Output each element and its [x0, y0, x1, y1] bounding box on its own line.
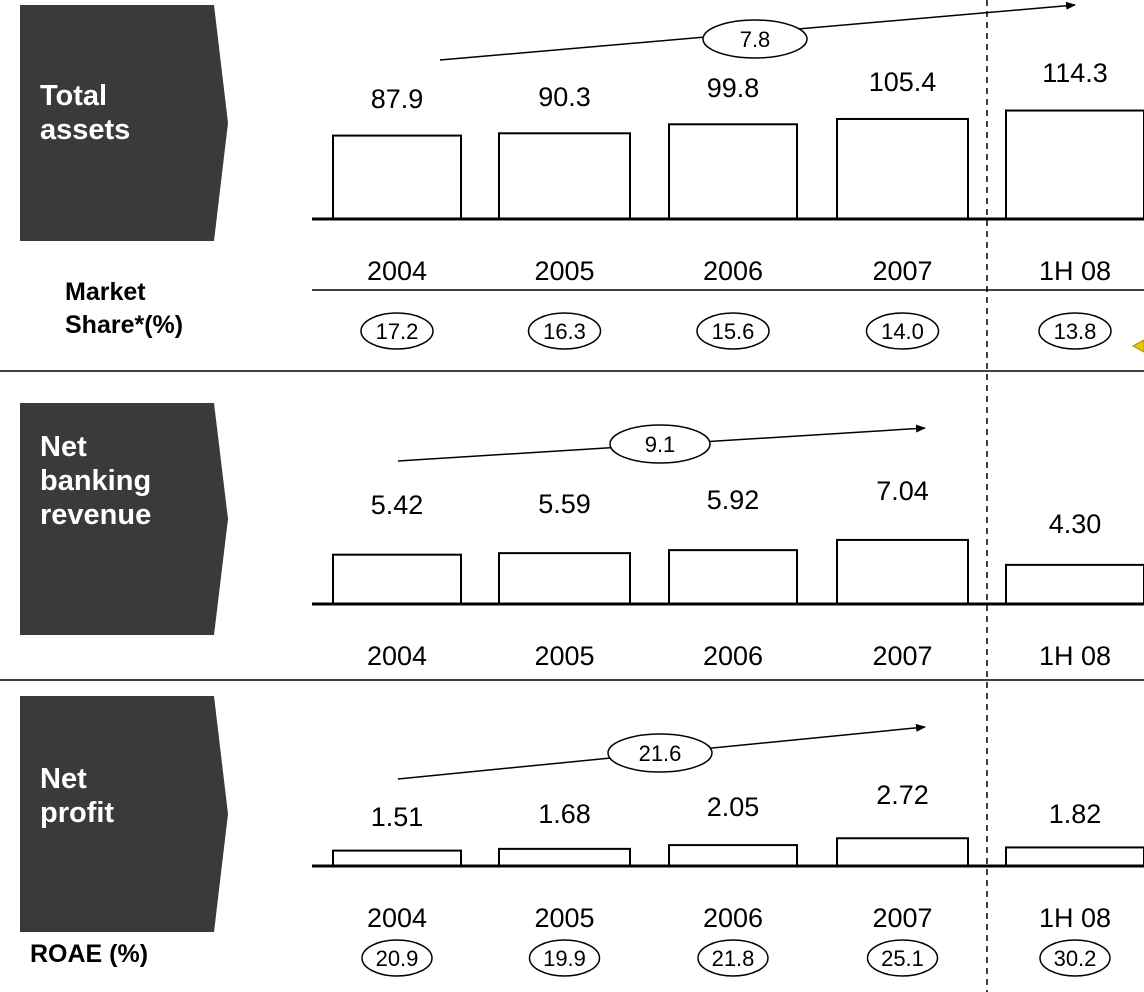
bar — [498, 132, 631, 220]
bar — [332, 849, 462, 868]
category-label: 2004 — [367, 256, 427, 286]
metric-tag — [20, 403, 228, 635]
value-label: 5.59 — [538, 489, 591, 519]
growth-ellipse — [607, 733, 713, 773]
callout-marker — [1131, 339, 1144, 353]
growth-ellipse — [609, 424, 711, 464]
category-label: 2005 — [534, 903, 594, 933]
metric-tag-label: banking — [40, 465, 151, 497]
sub-metric-ellipse — [1038, 312, 1112, 350]
value-label: 7.04 — [876, 476, 929, 506]
sub-metric-value: 16.3 — [543, 319, 586, 344]
category-label: 2006 — [703, 256, 763, 286]
sub-metric-ellipse — [865, 312, 940, 350]
sub-metric-value: 19.9 — [543, 946, 586, 971]
growth-ellipse — [702, 19, 808, 59]
metric-tag — [20, 696, 228, 932]
value-label: 1.51 — [371, 802, 424, 832]
bar — [498, 847, 631, 868]
category-label: 2004 — [367, 641, 427, 671]
metric-tag-label: Total — [40, 80, 107, 112]
category-label: 2007 — [872, 903, 932, 933]
bar — [1005, 563, 1144, 605]
bar — [668, 844, 798, 868]
growth-value: 21.6 — [639, 741, 682, 766]
metric-tag-label: assets — [40, 114, 130, 146]
value-label: 90.3 — [538, 82, 591, 112]
category-label: 2006 — [703, 903, 763, 933]
value-label: 2.72 — [876, 780, 929, 810]
category-label: 2007 — [872, 256, 932, 286]
value-label: 105.4 — [869, 67, 937, 97]
bar — [1005, 846, 1144, 867]
sub-metric-value: 13.8 — [1054, 319, 1097, 344]
sub-metric-label: Market — [65, 278, 146, 306]
sub-metric-value: 21.8 — [712, 946, 755, 971]
sub-metric-value: 30.2 — [1054, 946, 1097, 971]
bar — [1005, 109, 1144, 220]
sub-metric-value: 20.9 — [376, 946, 419, 971]
metric-tag-label: revenue — [40, 499, 151, 531]
category-label: 2006 — [703, 641, 763, 671]
metric-tag-label: Net — [40, 763, 87, 795]
sub-metric-ellipse — [696, 312, 770, 350]
bar — [836, 837, 969, 867]
metric-tag-label: Net — [40, 431, 87, 463]
value-label: 5.42 — [371, 490, 424, 520]
bar — [332, 134, 462, 220]
sub-metric-ellipse — [697, 939, 769, 977]
sub-metric-ellipse — [360, 312, 434, 350]
bar — [836, 538, 969, 605]
sub-metric-label: Share*(%) — [65, 311, 183, 339]
bar — [668, 123, 798, 220]
metric-tag-label: profit — [40, 797, 114, 829]
category-label: 2005 — [534, 256, 594, 286]
sub-metric-ellipse — [527, 312, 602, 350]
sub-metric-ellipse — [528, 939, 601, 977]
category-label: 2005 — [534, 641, 594, 671]
sub-metric-ellipse — [361, 939, 433, 977]
sub-metric-ellipse — [1039, 939, 1111, 977]
growth-value: 7.8 — [740, 27, 771, 52]
category-label: 1H 08 — [1039, 903, 1111, 933]
value-label: 5.92 — [707, 485, 760, 515]
value-label: 2.05 — [707, 792, 760, 822]
sub-metric-value: 25.1 — [881, 946, 924, 971]
value-label: 1.68 — [538, 799, 591, 829]
growth-value: 9.1 — [645, 432, 676, 457]
sub-metric-ellipse — [866, 939, 939, 977]
bar — [498, 552, 631, 605]
value-label: 99.8 — [707, 73, 760, 103]
value-label: 1.82 — [1049, 799, 1102, 829]
category-label: 1H 08 — [1039, 256, 1111, 286]
sub-metric-value: 14.0 — [881, 319, 924, 344]
category-label: 2004 — [367, 903, 427, 933]
bar — [836, 117, 969, 220]
sub-metric-value: 15.6 — [712, 319, 755, 344]
sub-metric-label: ROAE (%) — [30, 940, 148, 968]
value-label: 114.3 — [1042, 58, 1108, 88]
value-label: 87.9 — [371, 84, 424, 114]
metric-tag — [20, 5, 228, 241]
bar — [668, 549, 798, 605]
bar — [332, 553, 462, 605]
sub-metric-value: 17.2 — [376, 319, 419, 344]
category-label: 1H 08 — [1039, 641, 1111, 671]
value-label: 4.30 — [1049, 509, 1102, 539]
category-label: 2007 — [872, 641, 932, 671]
